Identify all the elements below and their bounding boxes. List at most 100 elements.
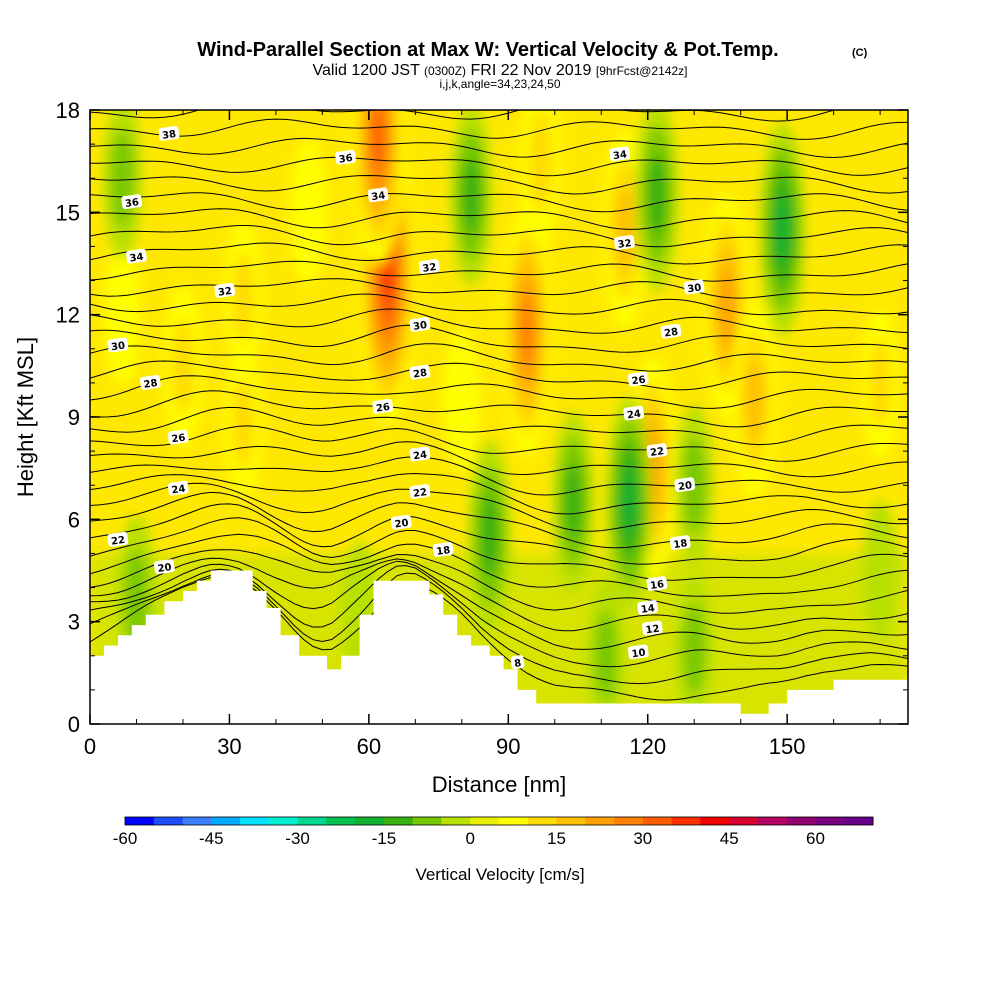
isentrope-9 [90,491,908,549]
colorbar-swatch-7 [326,817,356,825]
plot-area: 38 36 36 34 34 34 32 32 32 30 30 30 28 28 28 26 26 26 24 24… [90,110,908,724]
updraft-cell-7-ring-3 [745,357,765,443]
isentrope-16 [90,390,908,428]
contour-label-bg-14 [409,364,431,380]
isentrope-15 [90,406,908,446]
isentrope-24 [90,260,908,282]
colorbar-swatch-9 [383,817,414,825]
x-axis-label: Distance [nm] [432,772,567,797]
contour-label-text-28: 18 [436,545,451,558]
contour-label-bg-13 [139,374,161,390]
colorbar-tick-label-2: -30 [285,829,310,848]
downdraft-cell-6-ring-3 [480,494,499,578]
contour-label-bg-20 [409,446,431,462]
x-tick-label-1: 30 [217,734,241,759]
contour-label-text-9: 30 [687,282,702,295]
contour-label-text-3: 34 [371,190,386,203]
contour-label-7: 32 [418,258,440,275]
contour-label-bg-8 [614,235,635,250]
colorbar-swatch-4 [240,817,270,825]
contour-label-18: 24 [623,405,645,422]
contour-label-2: 36 [121,194,143,210]
contour-label-text-10: 30 [110,340,125,353]
colorbar-swatch-12 [470,817,500,825]
contour-label-25: 20 [153,559,175,575]
isentrope-5 [90,549,908,614]
contour-label-10: 30 [107,337,129,353]
contour-label-24: 20 [674,477,696,493]
isentrope-28 [90,192,908,213]
colorbar-swatch-11 [441,817,471,825]
contour-label-bg-12 [660,323,682,339]
contour-label-15: 26 [627,371,649,388]
isentrope-14 [90,425,908,462]
contour-label-text-20: 24 [413,450,428,463]
contour-label-28: 18 [432,542,454,558]
valid-time: Valid 1200 JST [313,62,421,79]
downdraft-cell-0-ring-3 [462,156,481,235]
contour-label-text-19: 24 [171,484,186,497]
x-tick-label-2: 60 [357,734,381,759]
contour-label-bg-15 [627,371,649,387]
contour-label-text-18: 24 [626,409,641,422]
forecast-info: [9hrFcst@2142z] [596,64,688,78]
contour-label-bg-28 [432,542,454,557]
colorbar: -60 -45 -30 -15 0 15 30 45 60 [113,816,874,848]
contour-label-text-7: 32 [422,262,437,275]
contour-label-5: 34 [126,248,147,265]
contour-label-text-12: 28 [664,327,679,340]
x-tick-label-4: 120 [629,734,666,759]
isentrope-6 [90,533,908,597]
contour-label-bg-6 [214,282,236,298]
y-axis-label: Height [Kft MSL] [13,337,38,497]
contour-label-text-22: 22 [110,535,125,548]
contour-label-text-32: 10 [631,647,646,660]
updraft-cell-6-ring-4 [718,267,735,342]
updraft-cell-11-ring-2 [868,337,892,429]
contour-label-bg-4 [609,146,631,162]
chart-title: Wind-Parallel Section at Max W: Vertical… [197,39,867,91]
contour-label-bg-30 [637,600,659,615]
contour-label-bg-9 [683,279,705,295]
x-tick-label-3: 90 [496,734,520,759]
y-tick-label-5: 15 [56,200,80,225]
isentrope-4 [90,557,908,632]
contour-label-text-15: 26 [631,375,646,388]
contour-label-bg-21 [646,443,668,459]
contour-label-11: 30 [409,316,431,333]
isentrope-33 [90,110,837,122]
contour-label-bg-19 [167,480,189,496]
contour-label-text-6: 32 [217,286,232,299]
colorbar-tick-label-4: 0 [465,829,474,848]
contour-label-20: 24 [409,446,431,463]
contour-label-bg-10 [107,337,129,353]
y-tick-label-3: 9 [68,405,80,430]
downdraft-cell-10-ring-2 [682,603,706,695]
contour-label-1: 36 [335,149,356,166]
contour-labels: 38 36 36 34 34 34 32 32 32 30 30 30 28 28 28 26 26 26 24 24… [107,125,705,670]
contour-label-26: 20 [390,514,412,531]
contour-label-bg-1 [335,149,356,165]
contour-label-bg-23 [409,484,431,499]
isentrope-19 [90,343,908,372]
contour-label-bg-2 [121,194,143,210]
colorbar-swatch-5 [268,817,299,825]
isentrope-20 [90,324,908,353]
contour-label-16: 26 [167,429,189,445]
contour-label-text-0: 38 [162,129,177,142]
isentrope-25 [90,242,908,265]
contour-label-19: 24 [167,480,189,497]
colorbar-tick-label-6: 30 [633,829,652,848]
y-tick-label-4: 12 [56,303,80,328]
isentrope-30 [90,156,908,177]
colorbar-swatch-22 [757,817,788,825]
contour-label-text-30: 14 [640,603,655,616]
contour-label-31: 12 [641,620,663,636]
x-tick-label-0: 0 [84,734,96,759]
isentrope-17 [90,375,908,409]
updraft-cell-12-ring-1 [289,139,327,286]
colorbar-swatch-17 [614,817,644,825]
updraft-cell-9-ring-2 [171,317,195,415]
